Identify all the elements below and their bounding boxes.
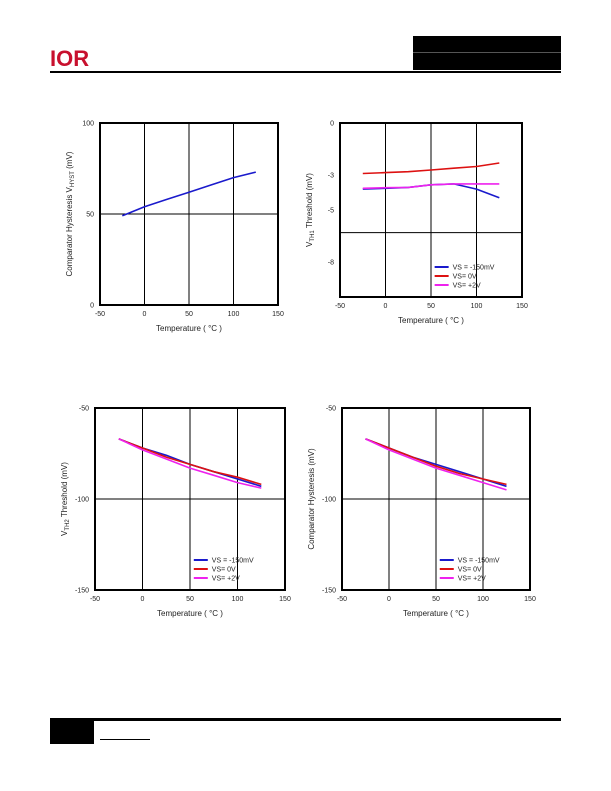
chart3-x-axis-title: Temperature ( °C ) [403,609,469,618]
chart1-x-axis-title: Temperature ( °C ) [398,316,464,325]
chart0-xtick-label: 150 [272,311,284,318]
chart2-xtick-label: 100 [232,596,244,603]
chart3-legend-label-2: VS= +2V [458,576,486,583]
chart0-x-axis-title: Temperature ( °C ) [156,324,222,333]
chart2-plot-frame [94,407,286,591]
chart1-xtick-label: 100 [471,303,483,310]
chart2-series-line-1 [118,438,262,486]
chart1-legend-label-2: VS= +2V [453,283,481,290]
chart3-xtick-label: 100 [477,596,489,603]
chart3-ytick-label: -150 [322,588,336,595]
chart2-xtick-label: -50 [90,596,100,603]
chart1-ytick-label: 0 [330,121,334,128]
chart2-legend-label-0: VS = -150mV [212,558,254,565]
chart2-legend-label-2: VS= +2V [212,576,240,583]
chart1-series-line-1 [362,162,500,175]
chart0-series-line-0 [121,171,256,217]
chart0-ytick-label: 100 [82,121,94,128]
chart1-ytick-label: -3 [328,173,334,180]
chart0-y-axis-title: Comparator Hysteresis VHYST (mV) [65,151,76,276]
chart1-ytick-label: -8 [328,260,334,267]
logo-text: IOR [50,47,89,69]
chart3-xtick-label: 50 [432,596,440,603]
chart3-xtick-label: -50 [337,596,347,603]
chart3-ytick-label: -50 [326,406,336,413]
chart1-xtick-label: 50 [427,303,435,310]
chart2-x-axis-title: Temperature ( °C ) [157,609,223,618]
chart-comparator-hysteresis: -50 0 50 100 150 -50 -100 -150 Temperature ( °C … [307,406,536,619]
chart1-plot-frame [339,122,523,298]
chart3-legend-label-1: VS= 0V [458,567,482,574]
chart1-legend-label-1: VS= 0V [453,274,477,281]
footer-underline [100,739,150,740]
chart-vth2-threshold: -50 0 50 100 150 -50 -100 -150 Temperature ( °C … [60,406,291,619]
chart-vth1-threshold: -50 0 50 100 150 0 -3 -5 -8 Temperature ( °C ) VTH… [305,121,528,326]
footer-rule [94,718,561,721]
chart2-legend: VS = -150mV VS= 0V VS= +2V [193,558,254,583]
chart1-legend: VS = -150mV VS= 0V VS= +2V [434,265,495,290]
chart3-series-line-1 [365,438,507,486]
chart2-ytick-label: -100 [75,497,89,504]
chart2-ytick-label: -150 [75,588,89,595]
chart3-xtick-label: 0 [387,596,391,603]
chart2-ytick-label: -50 [79,406,89,413]
chart0-xtick-label: -50 [95,311,105,318]
chart2-y-axis-title: VTH2 Threshold (mV) [60,462,71,536]
chart3-ytick-label: -100 [322,497,336,504]
header-block [413,36,561,70]
chart0-plot-frame [99,122,279,306]
chart3-legend-label-0: VS = -150mV [458,558,500,565]
logo-mark: IOR [50,46,89,71]
chart1-xtick-label: 150 [516,303,528,310]
chart3-xtick-label: 150 [524,596,536,603]
chart2-xtick-label: 50 [186,596,194,603]
chart3-plot-frame [341,407,531,591]
page-number-block [50,718,94,744]
ior-logo: IOR [50,46,114,74]
chart1-y-axis-title: VTH1 Threshold (mV) [305,173,316,247]
chart2-series-line-2 [118,438,262,489]
header-rule [50,71,561,73]
chart0-ytick-label: 50 [86,212,94,219]
chart0-xtick-label: 50 [185,311,193,318]
header-block-divider [413,52,561,53]
chart3-legend: VS = -150mV VS= 0V VS= +2V [439,558,500,583]
chart3-y-axis-title: Comparator Hysteresis (mV) [307,448,316,550]
chart1-legend-label-0: VS = -150mV [453,265,495,272]
chart0-ytick-label: 0 [90,303,94,310]
chart0-xtick-label: 0 [143,311,147,318]
chart1-series-line-2 [362,183,500,190]
chart2-xtick-label: 0 [141,596,145,603]
chart0-xtick-label: 100 [228,311,240,318]
chart2-xtick-label: 150 [279,596,291,603]
chart1-xtick-label: 0 [384,303,388,310]
chart1-xtick-label: -50 [335,303,345,310]
chart1-ytick-label: -5 [328,208,334,215]
chart2-legend-label-1: VS= 0V [212,567,236,574]
chart3-series-line-2 [365,438,507,491]
